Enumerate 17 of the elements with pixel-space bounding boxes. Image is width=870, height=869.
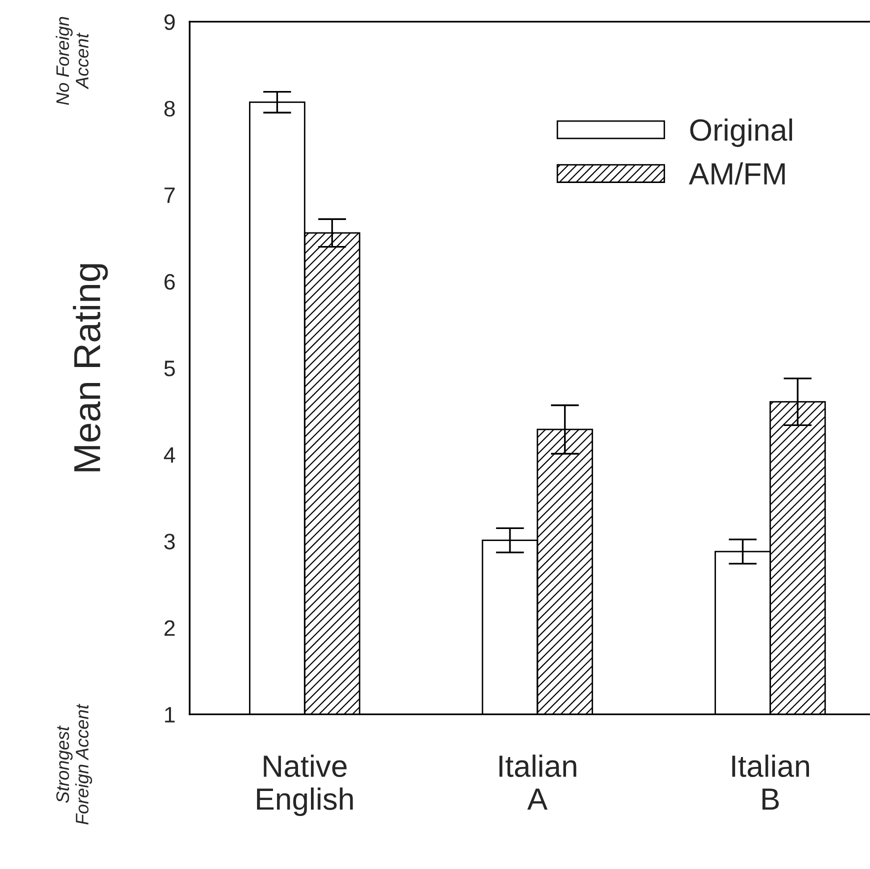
y-tick-label: 3 bbox=[164, 534, 175, 550]
y-tick-label: 1 bbox=[165, 707, 175, 722]
y-tick-label: 4 bbox=[164, 447, 176, 463]
x-tick-label: Native English bbox=[257, 754, 353, 816]
x-tick-label: Italian B bbox=[732, 754, 809, 810]
y-tick-label: 7 bbox=[164, 188, 175, 203]
y-tick-label: 8 bbox=[164, 100, 175, 117]
legend-label: Original bbox=[690, 118, 792, 147]
y-axis-title: Mean Rating bbox=[72, 264, 108, 472]
legend-label: AM/FM bbox=[688, 162, 785, 185]
y-tick-label: 5 bbox=[164, 360, 175, 376]
text: Strongest Foreign Accent bbox=[56, 704, 92, 825]
y-tick-label: 6 bbox=[164, 274, 175, 290]
text: No Foreign Accent bbox=[56, 16, 89, 105]
y-tick-label: 2 bbox=[164, 620, 175, 636]
x-tick-label: Italian A bbox=[499, 754, 576, 810]
y-tick-label: 9 bbox=[164, 14, 175, 30]
